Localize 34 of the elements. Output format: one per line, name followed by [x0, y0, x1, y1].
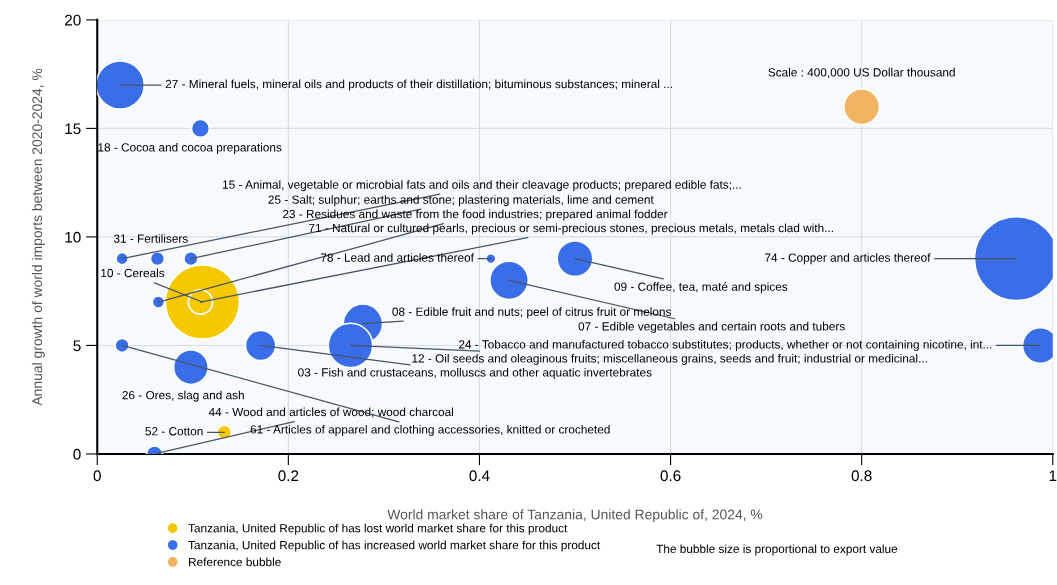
- annotation: 09 - Coffee, tea, maté and spices: [614, 282, 788, 294]
- annotation: 18 - Cocoa and cocoa preparations: [98, 142, 282, 154]
- y-tick-label: 5: [73, 340, 81, 352]
- text: The bubble size is proportional to export value: [656, 544, 898, 556]
- x-axis-title: World market share of Tanzania, United Republic of, 2024, %: [387, 509, 763, 523]
- legend-label: Reference bubble: [189, 557, 281, 567]
- annotation: 74 - Copper and articles thereof: [765, 253, 931, 265]
- annotation: Scale : 400,000 US Dollar thousand: [768, 67, 955, 78]
- x-tick-label: 0.4: [469, 470, 490, 482]
- y-tick-label: 20: [65, 14, 81, 26]
- annotation: 27 - Mineral fuels, mineral oils and products of their distillation; bituminous substances; mineral ...: [165, 79, 672, 91]
- x-tick-label: 0.2: [278, 470, 299, 482]
- y-tick-label: 0: [73, 448, 81, 460]
- legend-label: Tanzania, United Republic of has increased world market share for this product: [188, 540, 601, 552]
- annotation: 31 - Fertilisers: [113, 234, 188, 243]
- x-tick-label: 0.8: [851, 470, 872, 482]
- annotation: 52 - Cotton: [145, 427, 203, 436]
- annotation: 44 - Wood and articles of wood; wood charcoal: [208, 407, 454, 418]
- annotation: 10 - Cereals: [101, 268, 165, 278]
- annotation: 03 - Fish and crustaceans, molluscs and other aquatic invertebrates: [298, 367, 652, 379]
- annotation: 15 - Animal, vegetable or microbial fats and oils and their cleavage products; prepared edible fats;...: [222, 180, 741, 192]
- annotation: 26 - Ores, slag and ash: [122, 390, 244, 402]
- annotation: 07 - Edible vegetables and certain roots and tubers: [578, 321, 845, 333]
- y-tick-label: 10: [65, 231, 81, 243]
- annotation: 71 - Natural or cultured pearls, precious or semi-precious stones, precious metals, metals clad with...: [309, 223, 833, 235]
- annotation: 24 - Tobacco and manufactured tobacco substitutes; products, whether or not containing nicotine, int...: [459, 339, 992, 351]
- legend-label: Tanzania, United Republic of has lost world market share for this product: [188, 523, 568, 535]
- x-tick-label: 0: [93, 470, 101, 482]
- x-tick-label: 0.6: [660, 470, 681, 482]
- annotation: 12 - Oil seeds and oleaginous fruits; miscellaneous grains, seeds and fruit; industrial or medicinal...: [412, 353, 927, 365]
- y-axis-title: Annual growth of world imports between 2020-2024, %: [31, 68, 45, 406]
- x-tick-label: 1: [1049, 470, 1057, 481]
- annotation: 78 - Lead and articles thereof: [320, 253, 474, 262]
- y-tick-label: 15: [65, 123, 81, 135]
